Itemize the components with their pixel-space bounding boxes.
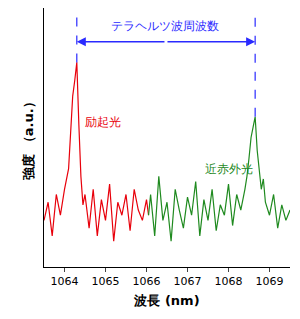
svg-text:テラヘルツ波周波数: テラヘルツ波周波数: [111, 19, 219, 33]
svg-text:1066: 1066: [133, 275, 161, 288]
svg-text:1069: 1069: [256, 275, 284, 288]
svg-text:近赤外光: 近赤外光: [205, 162, 253, 176]
svg-text:1068: 1068: [215, 275, 243, 288]
svg-text:1064: 1064: [51, 275, 79, 288]
svg-text:励起光: 励起光: [85, 115, 121, 129]
svg-text:波長 (nm): 波長 (nm): [133, 293, 199, 308]
svg-text:1065: 1065: [92, 275, 120, 288]
svg-text:強度 （a.u.）: 強度 （a.u.）: [21, 95, 36, 179]
svg-text:1067: 1067: [174, 275, 202, 288]
